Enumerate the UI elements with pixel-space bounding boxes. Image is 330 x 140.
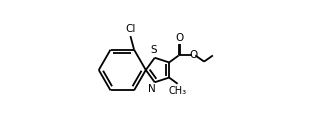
Text: N: N	[148, 84, 156, 94]
Text: O: O	[176, 33, 184, 43]
Text: CH₃: CH₃	[169, 86, 187, 96]
Text: O: O	[189, 50, 197, 60]
Text: S: S	[151, 45, 157, 55]
Text: Cl: Cl	[125, 24, 136, 34]
